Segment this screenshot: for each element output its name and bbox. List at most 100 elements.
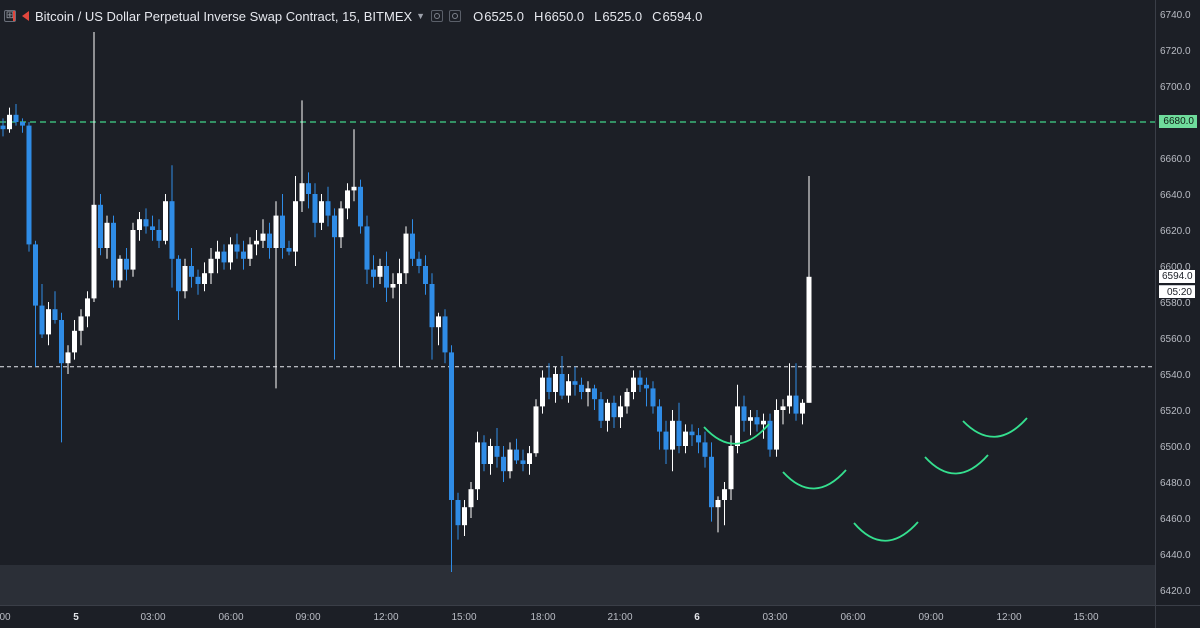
candle-body (527, 453, 532, 464)
candle-body (39, 305, 45, 335)
candle-body (0, 125, 6, 130)
price-tick-label: 6640.0 (1160, 190, 1191, 201)
candle-body (78, 316, 84, 331)
price-axis[interactable] (1155, 0, 1200, 605)
candle-body (169, 201, 175, 259)
collapse-legend-icon[interactable]: ⊞ (4, 10, 16, 22)
axis-corner (1155, 605, 1200, 628)
candle-body (780, 406, 786, 410)
candle-body (670, 420, 675, 450)
time-tick-label: 00 (0, 612, 11, 623)
price-tick-label: 6500.0 (1160, 442, 1191, 453)
time-tick-label: 06:00 (840, 612, 865, 623)
time-axis[interactable] (0, 605, 1155, 628)
candle-body (202, 273, 207, 284)
pattern-arc-annotation (782, 469, 847, 490)
chart-area[interactable] (0, 0, 1155, 605)
candle-body (254, 240, 259, 245)
candle-body (754, 417, 760, 425)
candle-body (215, 251, 220, 259)
candle-body (416, 258, 422, 266)
candle-body (65, 352, 71, 364)
candle-body (585, 388, 591, 392)
candle-body (722, 489, 727, 500)
candle-body (150, 226, 155, 230)
candle-body (111, 222, 116, 281)
candle-body (774, 410, 779, 450)
candle-body (546, 377, 552, 392)
candle-body (189, 266, 194, 277)
time-tick-label: 15:00 (451, 612, 476, 623)
ohlc-high: H 6650.0 (533, 8, 585, 24)
candle-body (423, 266, 428, 284)
ohlc-open: O 6525.0 (473, 8, 524, 24)
candle-body (715, 500, 721, 508)
candle-body (663, 431, 669, 450)
price-tick-label: 6420.0 (1160, 586, 1191, 597)
candle-body (475, 442, 480, 490)
current-price-tag: 6594.0 (1159, 270, 1195, 283)
candle-body (7, 114, 12, 130)
symbol-title[interactable]: Bitcoin / US Dollar Perpetual Inverse Sw… (35, 8, 413, 24)
candle-body (410, 233, 415, 259)
candle-body (403, 233, 409, 274)
resistance-price-tag: 6680.0 (1159, 115, 1197, 128)
candle-body (689, 431, 695, 436)
candle-body (280, 215, 285, 248)
settings-icon[interactable] (449, 10, 462, 22)
candle-body (631, 377, 636, 392)
candle-body (176, 258, 181, 292)
candle-body (286, 248, 292, 252)
time-tick-label: 09:00 (918, 612, 943, 623)
candle-body (514, 449, 519, 461)
candle-body (33, 244, 38, 306)
candle-body (572, 381, 578, 385)
bitmex-logo-icon (13, 11, 29, 21)
candle-body (26, 125, 32, 245)
candle-body (260, 233, 266, 241)
price-tick-label: 6540.0 (1160, 370, 1191, 381)
ohlc-values: O 6525.0 H 6650.0 L 6525.0 C 6594.0 (473, 9, 702, 24)
candle-body (338, 208, 344, 238)
ohlc-low: L 6525.0 (594, 8, 643, 24)
candle-body (371, 269, 376, 277)
candle-body (728, 446, 734, 490)
candle-body (234, 244, 240, 252)
candle-body (644, 384, 649, 389)
candle-body (579, 384, 584, 392)
candle-body (793, 395, 799, 414)
chart-legend: ⊞ Bitcoin / US Dollar Perpetual Inverse … (4, 6, 702, 26)
candle-body (520, 460, 526, 464)
candle-body (637, 377, 643, 385)
volume-band (0, 565, 1155, 605)
candle-body (481, 442, 487, 464)
price-tick-label: 6620.0 (1160, 226, 1191, 237)
price-tick-label: 6480.0 (1160, 478, 1191, 489)
visibility-toggle-icon[interactable] (431, 10, 444, 22)
time-tick-label: 09:00 (295, 612, 320, 623)
candle-body (709, 456, 714, 508)
candle-body (800, 402, 805, 414)
candle-body (390, 284, 396, 288)
candle-body (351, 186, 357, 191)
candle-body (384, 266, 389, 288)
candle-body (143, 219, 149, 227)
chevron-down-icon[interactable]: ▼ (416, 11, 426, 21)
pattern-arc-annotation (924, 454, 989, 475)
price-tick-label: 6460.0 (1160, 514, 1191, 525)
price-tick-label: 6700.0 (1160, 82, 1191, 93)
time-tick-label: 03:00 (140, 612, 165, 623)
pattern-arc-annotation (962, 417, 1028, 438)
candle-body (247, 244, 253, 259)
candle-body (676, 420, 682, 446)
candle-body (559, 374, 565, 396)
price-tick-label: 6440.0 (1160, 550, 1191, 561)
candle-body (540, 377, 545, 407)
candle-body (325, 201, 331, 216)
time-tick-label: 12:00 (996, 612, 1021, 623)
time-tick-label: 06:00 (218, 612, 243, 623)
candle-body (442, 316, 448, 353)
candle-body (462, 507, 467, 526)
time-tick-label: 03:00 (762, 612, 787, 623)
